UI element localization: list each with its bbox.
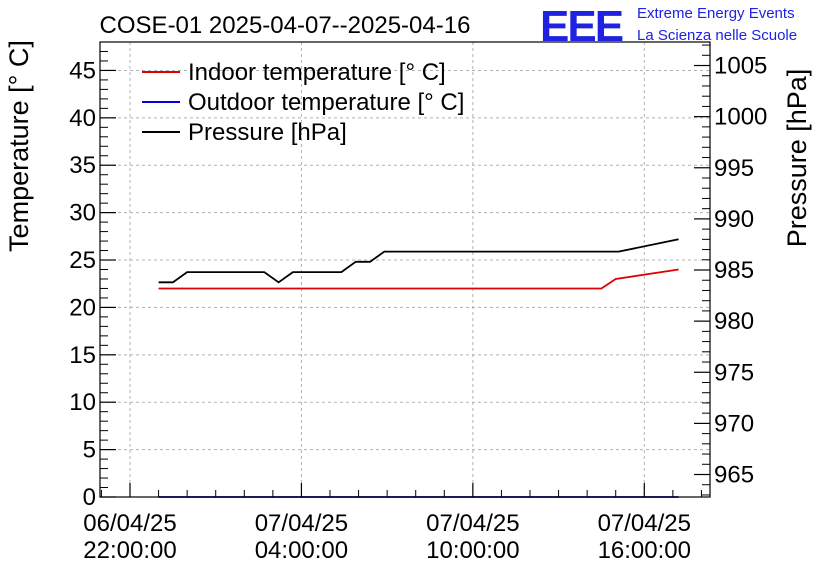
x-tick-label-time: 10:00:00 xyxy=(426,537,519,564)
y-right-tick-label: 985 xyxy=(714,257,754,284)
y-left-tick-label: 25 xyxy=(69,247,96,274)
series-line-indoor-temperature-c xyxy=(158,268,679,290)
y-right-tick-label: 970 xyxy=(714,410,754,437)
y-left-tick-label: 20 xyxy=(69,294,96,321)
y-left-tick-label: 30 xyxy=(69,200,96,227)
y-axis-right-label: Pressure [hPa] xyxy=(782,69,812,248)
axes: 06/04/2522:00:0007/04/2504:00:0007/04/25… xyxy=(69,44,767,564)
eee-logo-line1: Extreme Energy Events xyxy=(637,5,795,22)
grid xyxy=(100,42,710,497)
y-left-tick-label: 40 xyxy=(69,105,96,132)
legend-label-pressure-hpa: Pressure [hPa] xyxy=(188,119,347,146)
y-left-tick-label: 5 xyxy=(83,437,96,464)
y-right-tick-label: 995 xyxy=(714,155,754,182)
eee-logo-line2: La Scienza nelle Scuole xyxy=(637,27,797,44)
y-right-tick-label: 990 xyxy=(714,206,754,233)
y-left-tick-label: 45 xyxy=(69,57,96,84)
x-tick-label-time: 16:00:00 xyxy=(598,537,691,564)
eee-logo: EEE Extreme Energy Events La Scienza nel… xyxy=(540,2,797,51)
x-tick-label-date: 07/04/25 xyxy=(255,510,348,537)
plot-series xyxy=(158,238,679,498)
eee-logo-mark: EEE xyxy=(540,2,623,51)
chart-title: COSE-01 2025-04-07--2025-04-16 xyxy=(100,12,471,39)
y-left-tick-label: 0 xyxy=(83,484,96,511)
x-tick-label-date: 07/04/25 xyxy=(426,510,519,537)
y-right-tick-label: 965 xyxy=(714,462,754,489)
x-tick-label-date: 07/04/25 xyxy=(598,510,691,537)
y-left-tick-label: 10 xyxy=(69,389,96,416)
y-right-tick-label: 1000 xyxy=(714,104,767,131)
legend-label-outdoor-temperature-c: Outdoor temperature [° C] xyxy=(188,89,464,116)
x-tick-label-date: 06/04/25 xyxy=(83,510,176,537)
y-right-tick-label: 1005 xyxy=(714,53,767,80)
y-left-tick-label: 15 xyxy=(69,342,96,369)
y-right-tick-label: 980 xyxy=(714,308,754,335)
y-right-tick-label: 975 xyxy=(714,359,754,386)
x-tick-label-time: 22:00:00 xyxy=(83,537,176,564)
x-tick-label-time: 04:00:00 xyxy=(255,537,348,564)
legend: Indoor temperature [° C] Outdoor temperat… xyxy=(142,59,464,146)
y-axis-left-label: Temperature [° C] xyxy=(4,40,34,252)
y-left-tick-label: 35 xyxy=(69,152,96,179)
legend-label-indoor-temperature-c: Indoor temperature [° C] xyxy=(188,59,446,86)
series-line-pressure-hpa xyxy=(158,238,679,284)
